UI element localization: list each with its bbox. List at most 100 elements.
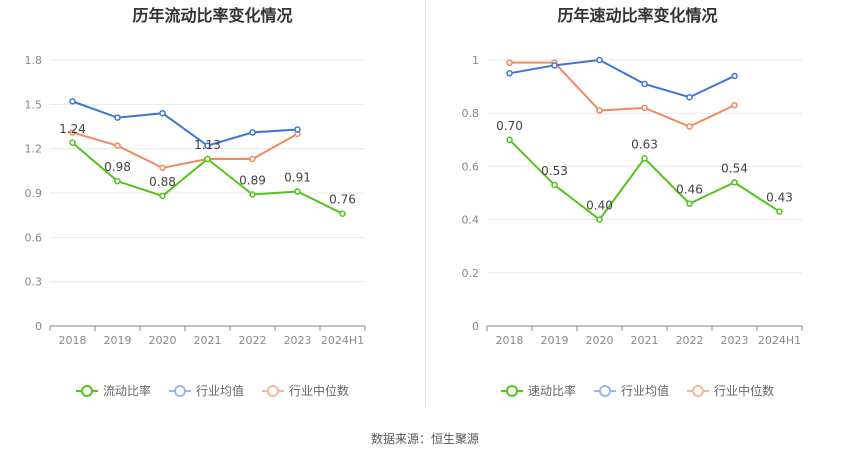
y-tick-label: 1.5 (25, 98, 43, 111)
data-point (114, 142, 121, 149)
quick-ratio-chart-panel: 历年速动比率变化情况 0 0.2 0.4 0.6 0.8 1 2018 2019 2020 202… (425, 0, 850, 459)
legend-label: 行业均值 (195, 384, 244, 398)
legend-label: 行业均值 (620, 384, 669, 398)
x-tick-label: 2021 (194, 334, 222, 347)
data-point (686, 200, 693, 207)
data-point (69, 139, 76, 147)
data-point (731, 72, 738, 80)
y-tick-label: 0.6 (462, 160, 480, 173)
data-point (686, 123, 693, 130)
data-label: 0.88 (149, 175, 176, 189)
data-point (731, 101, 738, 109)
legend-item-quick-ratio[interactable]: 速动比率 (500, 382, 576, 399)
y-tick-label: 1.8 (25, 54, 43, 67)
current-ratio-chart-panel: 历年流动比率变化情况 0 0.3 0.6 0.9 1.2 1.5 1.8 2018 2019 20… (0, 6, 425, 399)
data-point (506, 59, 513, 66)
data-point (596, 216, 603, 223)
data-point (159, 164, 166, 172)
data-label: 0.91 (284, 171, 311, 185)
quick-ratio-chart: 0 0.2 0.4 0.6 0.8 1 2018 2019 2020 2021 2022 2023 20… (462, 54, 803, 347)
y-tick-label: 1.2 (25, 143, 43, 156)
data-point (159, 109, 166, 117)
data-point (551, 62, 558, 69)
x-tick-label: 2020 (586, 334, 614, 347)
x-tick-label: 2019 (104, 334, 132, 347)
y-tick-label: 0.4 (462, 214, 480, 227)
data-point (641, 155, 648, 162)
data-label: 0.43 (766, 191, 793, 205)
data-point (596, 107, 603, 114)
legend: 流动比率 行业均值 行业中位数 (0, 382, 425, 399)
data-label: 0.63 (631, 137, 658, 151)
series-line-industry-mean (509, 58, 735, 99)
legend-item-industry-median[interactable]: 行业中位数 (262, 382, 349, 399)
legend-line-icon (168, 384, 191, 397)
data-label: 1.13 (194, 138, 221, 152)
data-point (204, 142, 211, 149)
data-point (731, 179, 738, 186)
legend-line-icon (593, 384, 616, 397)
data-point (114, 177, 121, 185)
x-tick-label: 2022 (676, 334, 704, 347)
data-label: 0.76 (329, 193, 356, 207)
x-tick-label: 2019 (541, 334, 569, 347)
data-point (686, 93, 693, 101)
legend-line-icon (262, 384, 284, 397)
x-tick-label: 2024H1 (758, 334, 801, 347)
legend-label: 行业中位数 (289, 384, 350, 398)
data-point (69, 98, 76, 105)
data-point (641, 104, 648, 112)
data-label: 1.24 (59, 122, 86, 136)
x-tick-label: 2023 (721, 334, 749, 347)
data-label: 0.98 (104, 160, 131, 174)
y-tick-label: 1 (472, 54, 479, 67)
data-point (506, 70, 513, 77)
data-point (114, 114, 121, 121)
x-tick-label: 2021 (631, 334, 659, 347)
series-line-main (508, 139, 781, 222)
series-line-industry-median (72, 131, 298, 169)
x-tick-label: 2018 (59, 334, 87, 347)
legend-item-industry-mean[interactable]: 行业均值 (593, 382, 669, 399)
data-point (249, 129, 256, 136)
data-point (159, 192, 166, 200)
current-ratio-chart: 0 0.3 0.6 0.9 1.2 1.5 1.8 2018 2019 2020 2021 2022 2… (25, 54, 366, 347)
y-tick-label: 0 (472, 320, 479, 333)
legend-item-industry-median[interactable]: 行业中位数 (687, 382, 774, 399)
data-label: 0.89 (239, 173, 266, 187)
data-point (776, 208, 783, 215)
data-source-note: 数据来源：恒生聚源 (370, 432, 479, 446)
legend: 速动比率 行业均值 行业中位数 (425, 382, 850, 399)
legend-label: 速动比率 (527, 384, 576, 398)
data-label: 0.46 (676, 183, 703, 197)
y-tick-label: 0.9 (25, 187, 43, 200)
legend-label: 流动比率 (102, 384, 151, 398)
data-point (596, 56, 603, 64)
series-line-industry-mean (72, 100, 298, 147)
legend-item-industry-mean[interactable]: 行业均值 (168, 382, 244, 399)
data-point (249, 155, 256, 163)
data-point (69, 129, 76, 136)
x-tick-label: 2018 (496, 334, 524, 347)
legend-line-icon (75, 384, 98, 397)
data-point (506, 136, 513, 144)
legend-label: 行业中位数 (714, 384, 775, 398)
x-tick-label: 2020 (149, 334, 177, 347)
x-tick-label: 2024H1 (321, 334, 364, 347)
data-label: 0.53 (541, 164, 568, 178)
panel-divider (425, 0, 426, 408)
data-point (339, 210, 346, 217)
series-line-industry-median (509, 61, 735, 128)
data-point (551, 181, 558, 189)
legend-line-icon (687, 384, 709, 397)
y-tick-label: 0.8 (462, 107, 480, 120)
data-point (641, 80, 648, 88)
data-point (294, 188, 301, 195)
data-label: 0.54 (721, 161, 748, 175)
y-tick-label: 0.3 (25, 276, 43, 289)
legend-item-current-ratio[interactable]: 流动比率 (75, 382, 151, 399)
chart-title: 历年速动比率变化情况 (557, 6, 718, 25)
y-tick-label: 0.6 (25, 231, 43, 244)
y-tick-label: 0.2 (462, 267, 480, 280)
legend-line-icon (500, 384, 523, 397)
